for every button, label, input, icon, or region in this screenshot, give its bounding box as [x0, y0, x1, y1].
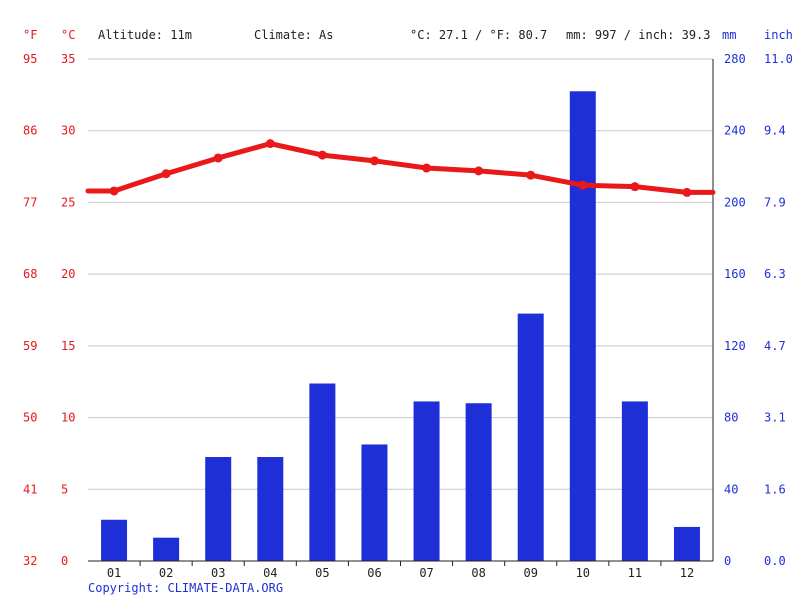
precipitation-bar-02: [153, 537, 180, 561]
celsius-tick-label: 20: [61, 267, 75, 281]
inch-tick-label: 7.9: [764, 195, 786, 209]
celsius-tick-label: 15: [61, 339, 75, 353]
inch-tick-label: 9.4: [764, 124, 786, 138]
inch-tick-label: 6.3: [764, 267, 786, 281]
temperature-line-path: [85, 141, 716, 195]
month-label-11: 11: [628, 566, 642, 580]
precipitation-bar-09: [517, 313, 544, 561]
celsius-tick-label: 0: [61, 554, 68, 568]
celsius-tick-label: 35: [61, 52, 75, 66]
precipitation-bar-10: [569, 91, 596, 562]
mm-tick-label: 80: [724, 411, 738, 425]
temperature-point-11: [630, 182, 640, 192]
mm-tick-label: 120: [724, 339, 746, 353]
month-label-04: 04: [263, 566, 277, 580]
month-label-08: 08: [471, 566, 485, 580]
precipitation-bar-01: [101, 519, 128, 561]
temperature-point-02: [161, 169, 171, 179]
celsius-tick-label: 10: [61, 411, 75, 425]
temperature-point-06: [369, 156, 379, 166]
mm-unit-label: mm: [722, 28, 736, 42]
temperature-point-01: [109, 186, 119, 196]
month-label-07: 07: [419, 566, 433, 580]
inch-tick-label: 1.6: [764, 482, 786, 496]
celsius-unit-label: °C: [61, 28, 75, 42]
fahrenheit-tick-label: 32: [23, 554, 37, 568]
precipitation-bar-04: [257, 457, 284, 561]
climate-label: Climate: As: [254, 28, 333, 42]
precipitation-bar-12: [673, 526, 700, 561]
month-label-12: 12: [680, 566, 694, 580]
month-label-03: 03: [211, 566, 225, 580]
total-precipitation-label: mm: 997 / inch: 39.3: [566, 28, 711, 42]
copyright-text: Copyright: CLIMATE-DATA.ORG: [88, 581, 283, 595]
month-label-02: 02: [159, 566, 173, 580]
altitude-label: Altitude: 11m: [98, 28, 192, 42]
fahrenheit-tick-label: 68: [23, 267, 37, 281]
celsius-tick-label: 30: [61, 124, 75, 138]
chart-header: °F °C Altitude: 11m Climate: As °C: 27.1…: [23, 28, 793, 42]
month-label-01: 01: [107, 566, 121, 580]
precipitation-bar-08: [465, 403, 492, 561]
precipitation-bar-05: [309, 383, 336, 561]
gridlines: [88, 58, 713, 490]
inch-tick-label: 4.7: [764, 339, 786, 353]
fahrenheit-tick-label: 41: [23, 482, 37, 496]
mm-tick-label: 160: [724, 267, 746, 281]
inch-tick-label: 0.0: [764, 554, 786, 568]
fahrenheit-tick-label: 95: [23, 52, 37, 66]
inch-unit-label: inch: [764, 28, 793, 42]
tick-labels: 32 0 41 5 50 10 59 15 68 20 77 25 86 30 95 35 0 0.0 40 1.6 8…: [23, 52, 793, 580]
temperature-point-07: [422, 163, 432, 173]
fahrenheit-tick-label: 50: [23, 411, 37, 425]
axes: [88, 59, 714, 566]
precipitation-bars: [101, 91, 700, 562]
temperature-point-04: [265, 139, 275, 149]
temperature-point-10: [578, 180, 588, 190]
inch-tick-label: 11.0: [764, 52, 793, 66]
average-temperature-label: °C: 27.1 / °F: 80.7: [410, 28, 547, 42]
month-label-05: 05: [315, 566, 329, 580]
mm-tick-label: 0: [724, 554, 731, 568]
temperature-point-08: [474, 166, 484, 176]
precipitation-bar-03: [205, 457, 232, 561]
month-label-10: 10: [576, 566, 590, 580]
celsius-tick-label: 5: [61, 482, 68, 496]
fahrenheit-tick-label: 59: [23, 339, 37, 353]
fahrenheit-tick-label: 77: [23, 195, 37, 209]
temperature-point-03: [213, 153, 223, 163]
month-label-09: 09: [523, 566, 537, 580]
fahrenheit-unit-label: °F: [23, 28, 37, 42]
temperature-point-09: [526, 170, 536, 180]
temperature-point-12: [682, 187, 692, 197]
inch-tick-label: 3.1: [764, 411, 786, 425]
mm-tick-label: 280: [724, 52, 746, 66]
celsius-tick-label: 25: [61, 195, 75, 209]
precipitation-bar-11: [621, 401, 648, 561]
mm-tick-label: 240: [724, 124, 746, 138]
month-label-06: 06: [367, 566, 381, 580]
mm-tick-label: 200: [724, 195, 746, 209]
precipitation-bar-07: [413, 401, 440, 561]
precipitation-bar-06: [361, 444, 388, 561]
temperature-point-05: [317, 150, 327, 160]
temperature-line: [85, 139, 716, 197]
mm-tick-label: 40: [724, 482, 738, 496]
fahrenheit-tick-label: 86: [23, 124, 37, 138]
